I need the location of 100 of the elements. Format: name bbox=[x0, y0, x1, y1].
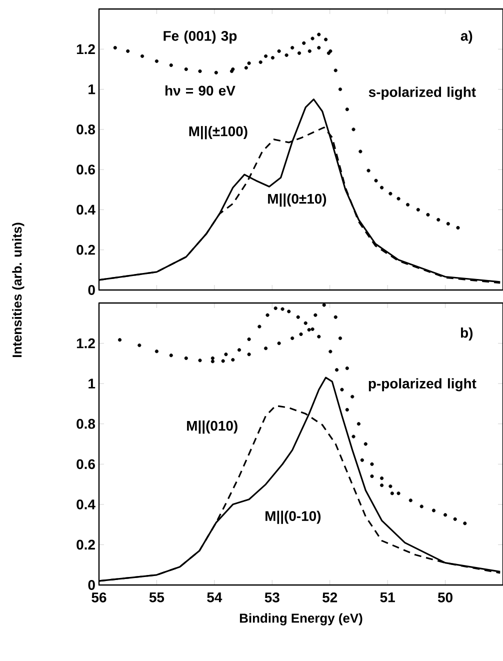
point bbox=[366, 168, 370, 172]
point bbox=[358, 150, 362, 154]
point bbox=[284, 53, 288, 57]
x-tick-label: 50 bbox=[438, 592, 452, 602]
annotation: Fe (001) 3p bbox=[164, 30, 237, 44]
point bbox=[345, 366, 349, 370]
point bbox=[221, 359, 225, 363]
point bbox=[266, 313, 270, 317]
point bbox=[270, 56, 275, 60]
y-tick-label: 0.8 bbox=[76, 418, 96, 429]
annotation: b) bbox=[460, 328, 473, 341]
point bbox=[396, 196, 400, 200]
point bbox=[317, 46, 321, 50]
x-tick-label: 52 bbox=[322, 592, 338, 602]
point bbox=[314, 313, 318, 317]
series-label: M||(0±10) bbox=[268, 193, 326, 207]
point bbox=[328, 350, 332, 354]
y-tick-label: 0 bbox=[88, 285, 95, 295]
y-tick-label: 0.2 bbox=[76, 244, 95, 255]
point bbox=[446, 222, 450, 226]
point bbox=[338, 87, 342, 92]
x-tick-label: 56 bbox=[92, 592, 106, 602]
point bbox=[396, 492, 400, 496]
x-tick-label: 51 bbox=[380, 592, 395, 602]
point bbox=[408, 498, 412, 502]
point bbox=[350, 394, 354, 398]
y-tick-label: 1.2 bbox=[76, 44, 95, 54]
y-tick-label: 0.2 bbox=[76, 540, 95, 550]
point bbox=[380, 484, 384, 488]
point bbox=[432, 508, 436, 512]
x-axis-title: Binding Energy (eV) bbox=[240, 613, 362, 626]
point bbox=[184, 356, 188, 360]
point bbox=[210, 356, 214, 360]
point bbox=[247, 352, 251, 356]
point bbox=[456, 226, 460, 230]
point bbox=[274, 306, 278, 310]
y-tick-label: 0.4 bbox=[76, 499, 96, 510]
y-tick-label: 0 bbox=[88, 580, 95, 590]
point bbox=[356, 422, 361, 426]
point bbox=[154, 350, 159, 354]
point bbox=[364, 442, 368, 446]
y-tick-label: 0.6 bbox=[76, 459, 95, 470]
point bbox=[317, 334, 321, 338]
point bbox=[370, 474, 374, 478]
point bbox=[322, 303, 326, 307]
point bbox=[118, 338, 122, 342]
point bbox=[345, 108, 349, 112]
point bbox=[388, 192, 392, 196]
point bbox=[154, 59, 159, 63]
point bbox=[290, 46, 294, 50]
point bbox=[380, 476, 384, 480]
point bbox=[214, 70, 218, 74]
point bbox=[287, 310, 291, 314]
annotation: s-polarized light bbox=[368, 86, 476, 100]
point bbox=[297, 51, 302, 55]
y-tick-label: 1.2 bbox=[76, 338, 95, 348]
point bbox=[310, 327, 314, 331]
x-tick-label: 54 bbox=[207, 592, 222, 602]
point bbox=[184, 67, 188, 71]
point bbox=[224, 352, 228, 356]
point bbox=[317, 32, 321, 36]
point bbox=[370, 462, 374, 466]
point bbox=[299, 332, 303, 336]
point bbox=[426, 212, 430, 217]
y-tick-label: 0.8 bbox=[76, 124, 96, 134]
y-tick-label: 1 bbox=[88, 378, 96, 388]
point bbox=[277, 341, 281, 346]
point bbox=[138, 344, 142, 348]
point bbox=[247, 61, 251, 65]
point bbox=[443, 513, 448, 517]
point bbox=[334, 315, 338, 319]
point bbox=[352, 434, 356, 438]
point bbox=[352, 128, 356, 132]
point bbox=[388, 484, 392, 488]
point bbox=[258, 324, 262, 328]
x-tick-label: 55 bbox=[149, 592, 164, 602]
point bbox=[169, 63, 173, 67]
point bbox=[244, 66, 248, 70]
point bbox=[308, 49, 312, 53]
point bbox=[290, 336, 294, 340]
y-tick-label: 1 bbox=[88, 84, 96, 94]
point bbox=[340, 388, 344, 392]
point bbox=[169, 354, 173, 358]
y-tick-label: 0.4 bbox=[76, 204, 96, 215]
annotation: a) bbox=[460, 30, 472, 44]
point bbox=[463, 522, 467, 526]
point bbox=[345, 408, 349, 412]
point bbox=[210, 360, 214, 364]
point bbox=[237, 348, 242, 352]
point bbox=[324, 38, 328, 42]
annotation: p-polarized light bbox=[368, 378, 476, 392]
point bbox=[334, 68, 338, 72]
point bbox=[374, 178, 378, 182]
point bbox=[198, 69, 202, 74]
point bbox=[258, 60, 262, 64]
annotation: hν = 90 eV bbox=[165, 85, 236, 96]
point bbox=[416, 208, 420, 212]
point bbox=[360, 458, 364, 462]
point bbox=[338, 336, 342, 340]
point bbox=[406, 202, 410, 206]
